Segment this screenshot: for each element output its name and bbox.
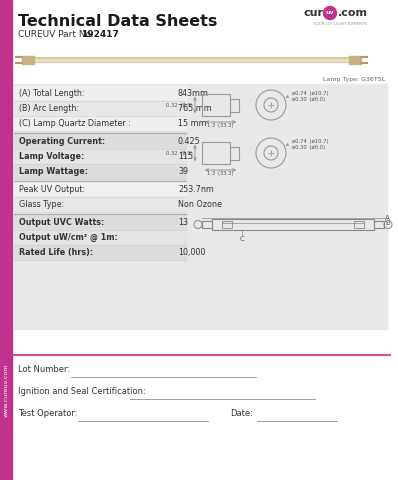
Text: Output uW/cm² @ 1m:: Output uW/cm² @ 1m: xyxy=(19,233,118,242)
Text: 115: 115 xyxy=(178,152,193,161)
Bar xyxy=(349,56,361,64)
Bar xyxy=(14,245,186,260)
Text: 843mm: 843mm xyxy=(178,89,209,98)
Text: (B) Arc Length:: (B) Arc Length: xyxy=(19,104,79,113)
Circle shape xyxy=(324,7,336,20)
Text: (A) Total Length:: (A) Total Length: xyxy=(19,89,84,98)
Bar xyxy=(230,98,239,111)
Text: 0.32 (8.0): 0.32 (8.0) xyxy=(166,103,193,108)
Bar xyxy=(14,197,186,212)
Bar xyxy=(14,84,387,329)
Text: Non Ozone: Non Ozone xyxy=(178,200,222,209)
Text: C: C xyxy=(240,236,244,242)
Text: Lamp Type: G36T5L: Lamp Type: G36T5L xyxy=(323,77,385,82)
Text: 13: 13 xyxy=(178,218,188,227)
Bar xyxy=(22,56,34,64)
Text: 10,000: 10,000 xyxy=(178,248,205,257)
Text: 0.32 (8.0): 0.32 (8.0) xyxy=(166,151,193,156)
Text: www.cureuv.com: www.cureuv.com xyxy=(4,363,8,417)
Bar xyxy=(230,146,239,159)
Bar xyxy=(14,215,186,230)
Text: uv: uv xyxy=(326,11,334,15)
Text: A: A xyxy=(385,215,390,221)
Text: Lot Number:: Lot Number: xyxy=(18,365,70,374)
Bar xyxy=(202,94,230,116)
Text: Glass Type:: Glass Type: xyxy=(19,200,64,209)
Text: CUREUV Part No:: CUREUV Part No: xyxy=(18,30,97,39)
Text: 1.3 (33.3): 1.3 (33.3) xyxy=(207,123,234,128)
Text: ø0.30 (ø0.0): ø0.30 (ø0.0) xyxy=(292,97,325,103)
Bar xyxy=(14,164,186,179)
Text: 1.3 (33.3): 1.3 (33.3) xyxy=(207,171,234,176)
Text: Test Operator:: Test Operator: xyxy=(18,409,78,418)
Text: Operating Current:: Operating Current: xyxy=(19,137,105,146)
Text: 0.425: 0.425 xyxy=(178,137,201,146)
Text: cure: cure xyxy=(303,8,330,18)
Bar xyxy=(374,221,384,228)
Bar xyxy=(212,219,374,230)
Bar xyxy=(14,134,186,149)
Bar xyxy=(14,230,186,245)
Text: 15 mm: 15 mm xyxy=(178,119,207,128)
Text: .com: .com xyxy=(338,8,368,18)
Text: Peak UV Output:: Peak UV Output: xyxy=(19,185,85,194)
Text: Technical Data Sheets: Technical Data Sheets xyxy=(18,14,217,29)
Text: ø0.74 (ø10.7): ø0.74 (ø10.7) xyxy=(292,92,329,96)
Text: 39: 39 xyxy=(178,167,188,176)
Bar xyxy=(202,221,212,228)
Text: 192417: 192417 xyxy=(81,30,119,39)
Text: Output UVC Watts:: Output UVC Watts: xyxy=(19,218,104,227)
Text: ø0.30 (ø0.0): ø0.30 (ø0.0) xyxy=(292,145,325,151)
Text: Ignition and Seal Certification:: Ignition and Seal Certification: xyxy=(18,387,146,396)
Text: Lamp Voltage:: Lamp Voltage: xyxy=(19,152,84,161)
Bar xyxy=(202,142,230,164)
Text: Rated Life (hrs):: Rated Life (hrs): xyxy=(19,248,93,257)
Text: 765 mm: 765 mm xyxy=(178,104,212,113)
Bar xyxy=(0,0,12,480)
Text: YOUR UV LIGHT EXPERTS: YOUR UV LIGHT EXPERTS xyxy=(313,22,367,26)
Text: 253.7nm: 253.7nm xyxy=(178,185,214,194)
Text: Lamp Wattage:: Lamp Wattage: xyxy=(19,167,88,176)
Bar xyxy=(354,221,364,228)
Bar xyxy=(14,149,186,164)
Bar xyxy=(222,221,232,228)
Text: Date:: Date: xyxy=(230,409,253,418)
Text: (C) Lamp Quartz Diameter :: (C) Lamp Quartz Diameter : xyxy=(19,119,131,128)
Bar xyxy=(14,101,186,116)
Bar xyxy=(14,86,186,101)
Bar xyxy=(14,182,186,197)
Bar xyxy=(14,116,186,131)
Text: ø0.74 (ø10.7): ø0.74 (ø10.7) xyxy=(292,140,329,144)
Text: B: B xyxy=(385,220,390,226)
